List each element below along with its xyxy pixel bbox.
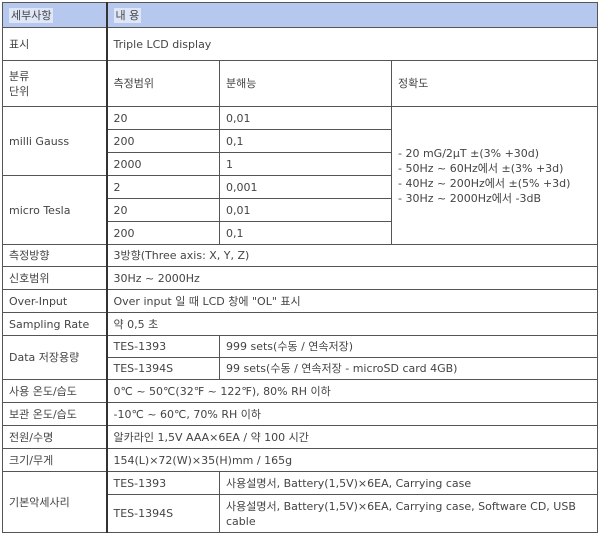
- row-label: Data 저장용량: [2, 335, 108, 380]
- range-cell: 2000: [106, 152, 220, 176]
- header-content: 내 용: [113, 7, 142, 23]
- row-value: 사용설명서, Battery(1,5V)×6EA, Carrying case: [219, 471, 598, 495]
- row-label: 보관 온도/습도: [2, 402, 108, 426]
- row-value: 154(L)×72(W)×35(H)mm / 165g: [106, 448, 598, 472]
- resolution-cell: 0,01: [219, 106, 392, 130]
- resolution-cell: 0,1: [219, 221, 392, 245]
- range-cell: 200: [106, 129, 220, 153]
- resolution-cell: 0,1: [219, 129, 392, 153]
- row-label: 기본악세사리: [2, 471, 108, 533]
- table-row: 보관 온도/습도 -10℃ ~ 60℃, 70% RH 이하: [2, 402, 598, 426]
- table-row: 신호범위 30Hz ~ 2000Hz: [2, 266, 598, 290]
- unit-label: micro Tesla: [2, 175, 108, 245]
- table-row: micro Tesla 2 0,001: [2, 175, 598, 245]
- row-value: 3방향(Three axis: X, Y, Z): [106, 244, 598, 267]
- table-row: TES-1394S 99 sets(수동 / 연속저장 - microSD ca…: [3, 357, 598, 380]
- row-value: Over input 일 때 LCD 창에 "OL" 표시: [106, 289, 598, 313]
- model-cell: TES-1394S: [106, 494, 220, 533]
- table-row: 표시 Triple LCD display: [2, 27, 598, 61]
- range-cell: 2: [106, 175, 220, 199]
- table-row: milli Gauss 20 0,01 - 20 mG/2μT ±(3% +30…: [2, 106, 598, 245]
- row-label: 전원/수명: [2, 425, 108, 449]
- row-value: 99 sets(수동 / 연속저장 - microSD card 4GB): [219, 357, 598, 380]
- row-value: Triple LCD display: [106, 27, 598, 61]
- table-row: Data 저장용량 TES-1393 999 sets(수동 / 연속저장): [2, 335, 598, 380]
- header-row: 세부사항 내 용: [2, 2, 598, 28]
- row-label: 분류 단위: [2, 60, 108, 107]
- row-value: 30Hz ~ 2000Hz: [106, 266, 598, 290]
- row-label: 사용 온도/습도: [2, 379, 108, 403]
- row-value: 999 sets(수동 / 연속저장): [219, 335, 598, 358]
- model-cell: TES-1393: [106, 471, 220, 495]
- table-row: 200 0,1: [3, 221, 598, 245]
- table-row: 사용 온도/습도 0℃ ~ 50℃(32℉ ~ 122℉), 80% RH 이하: [2, 379, 598, 403]
- row-value: 알카라인 1,5V AAA×6EA / 약 100 시간: [106, 425, 598, 449]
- table-row: 기본악세사리 TES-1393 사용설명서, Battery(1,5V)×6EA…: [2, 471, 598, 533]
- accuracy-header: 정확도: [391, 60, 598, 107]
- unit-label: milli Gauss: [2, 106, 108, 176]
- row-label: 표시: [2, 27, 108, 61]
- table-row: 측정방향 3방향(Three axis: X, Y, Z): [2, 244, 598, 267]
- table-row: 전원/수명 알카라인 1,5V AAA×6EA / 약 100 시간: [2, 425, 598, 449]
- range-cell: 200: [106, 221, 220, 245]
- model-cell: TES-1393: [106, 335, 220, 358]
- table-row: 크기/무게 154(L)×72(W)×35(H)mm / 165g: [2, 448, 598, 472]
- row-label: 신호범위: [2, 266, 108, 290]
- resolution-cell: 0,001: [219, 175, 392, 199]
- row-value: -10℃ ~ 60℃, 70% RH 이하: [106, 402, 598, 426]
- range-cell: 20: [106, 198, 220, 222]
- accuracy-cell: - 20 mG/2μT ±(3% +30d) - 50Hz ~ 60Hz에서 ±…: [391, 106, 598, 245]
- table-row: 20 0,01: [3, 198, 598, 222]
- row-label: Over-Input: [2, 289, 108, 313]
- row-value: 약 0,5 초: [106, 312, 598, 336]
- range-header: 측정범위: [106, 60, 220, 107]
- model-cell: TES-1394S: [106, 357, 220, 380]
- table-row: 분류 단위 측정범위 분해능 정확도: [2, 60, 598, 107]
- row-value: 0℃ ~ 50℃(32℉ ~ 122℉), 80% RH 이하: [106, 379, 598, 403]
- table-row: Sampling Rate 약 0,5 초: [2, 312, 598, 336]
- row-label: Sampling Rate: [2, 312, 108, 336]
- resolution-cell: 1: [219, 152, 392, 176]
- table-row: Over-Input Over input 일 때 LCD 창에 "OL" 표시: [2, 289, 598, 313]
- range-cell: 20: [106, 106, 220, 130]
- row-value: 사용설명서, Battery(1,5V)×6EA, Carrying case,…: [219, 494, 598, 533]
- table-row: 200 0,1: [3, 129, 598, 153]
- table-row: 2000 1: [3, 152, 598, 176]
- row-label: 측정방향: [2, 244, 108, 267]
- row-label: 크기/무게: [2, 448, 108, 472]
- resolution-cell: 0,01: [219, 198, 392, 222]
- resolution-header: 분해능: [219, 60, 392, 107]
- header-detail: 세부사항: [9, 7, 54, 23]
